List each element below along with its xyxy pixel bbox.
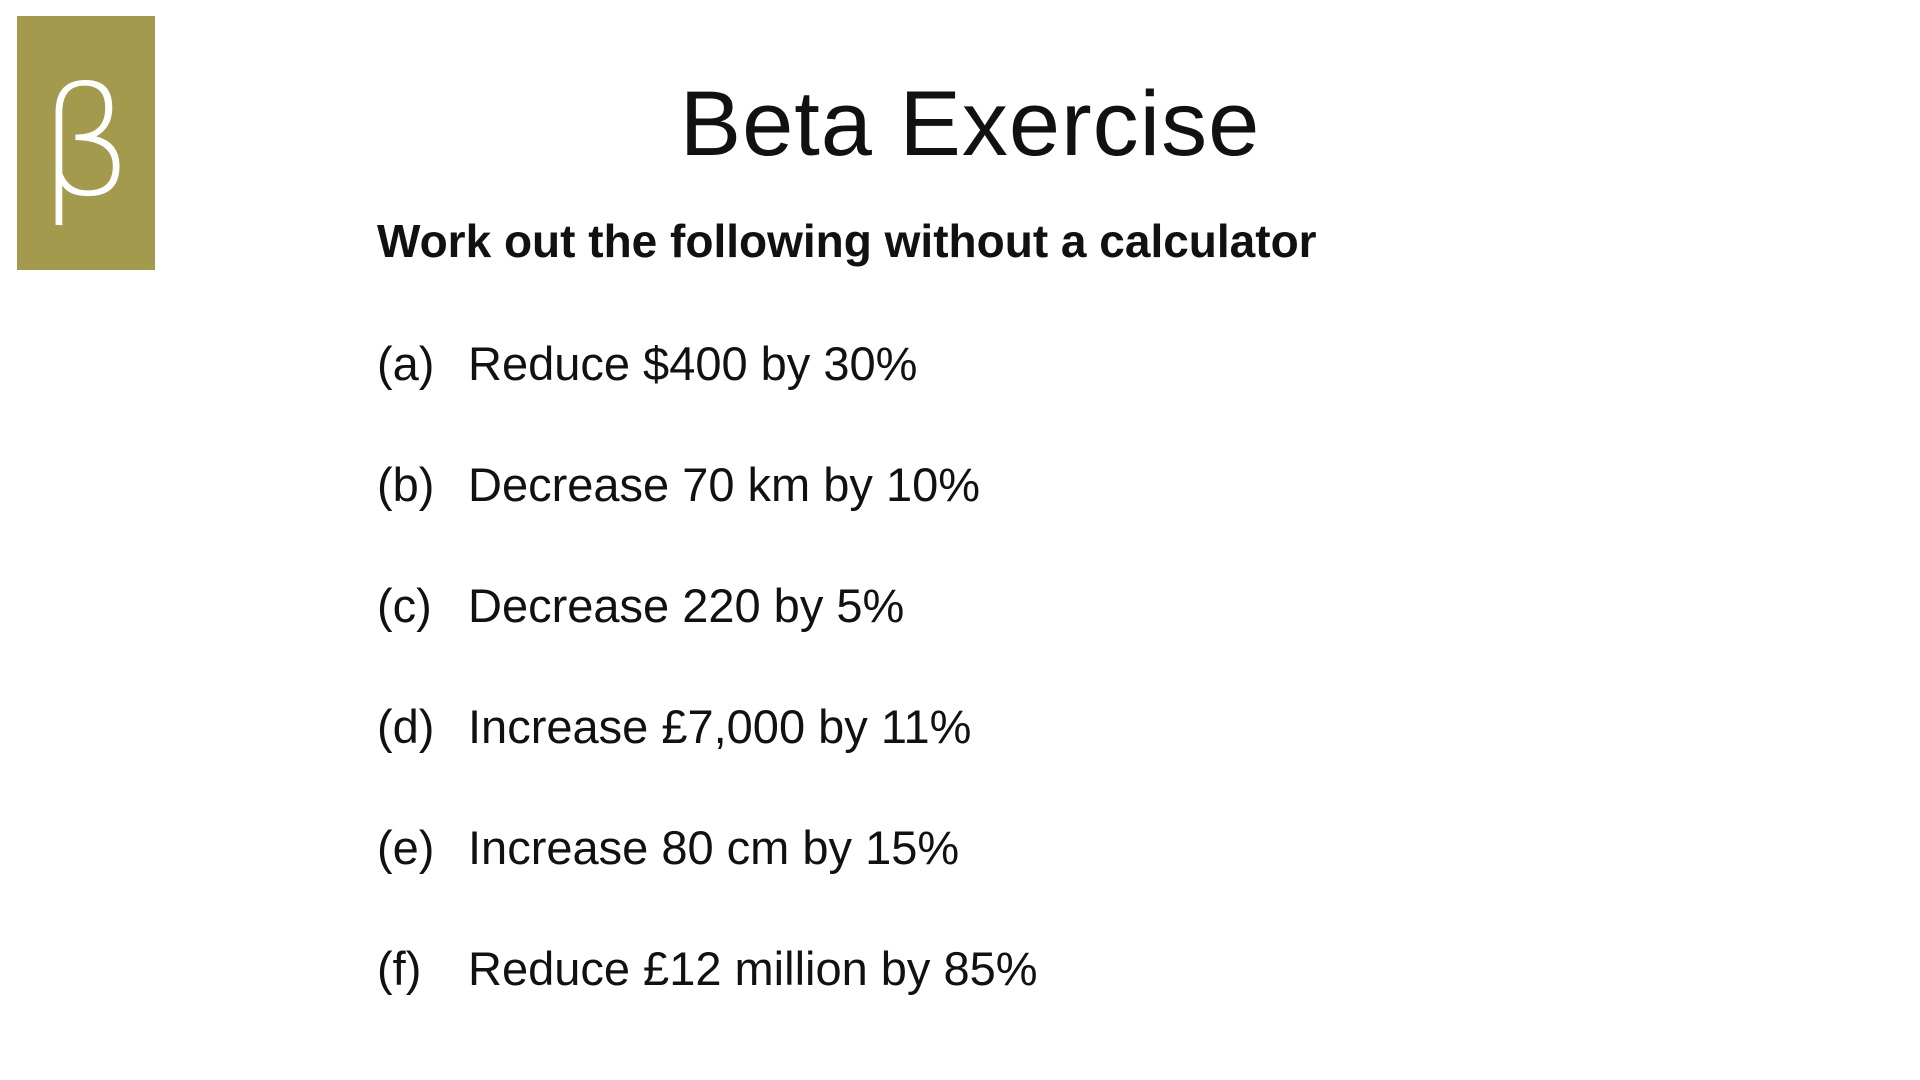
page-title: Beta Exercise [679,73,1261,175]
question-a: (a) Reduce $400 by 30% [377,336,917,391]
question-text: Reduce $400 by 30% [468,337,918,390]
question-label: (b) [377,458,435,511]
question-label: (d) [377,700,435,753]
question-text: Reduce £12 million by 85% [468,942,1038,995]
question-label: (f) [377,942,422,995]
question-label: (a) [377,337,435,390]
question-label: (e) [377,821,435,874]
instructions: Work out the following without a calcula… [377,215,1317,267]
question-text: Increase 80 cm by 15% [468,821,960,874]
question-e: (e) Increase 80 cm by 15% [377,820,959,875]
question-text: Decrease 70 km by 10% [468,458,981,511]
beta-symbol: β [38,56,134,230]
question-f: (f) Reduce £12 million by 85% [377,941,1038,996]
beta-logo: β [17,16,155,270]
question-b: (b) Decrease 70 km by 10% [377,457,980,512]
question-d: (d) Increase £7,000 by 11% [377,699,971,754]
question-label: (c) [377,579,432,632]
question-text: Decrease 220 by 5% [468,579,905,632]
question-c: (c) Decrease 220 by 5% [377,578,904,633]
question-text: Increase £7,000 by 11% [468,700,972,753]
